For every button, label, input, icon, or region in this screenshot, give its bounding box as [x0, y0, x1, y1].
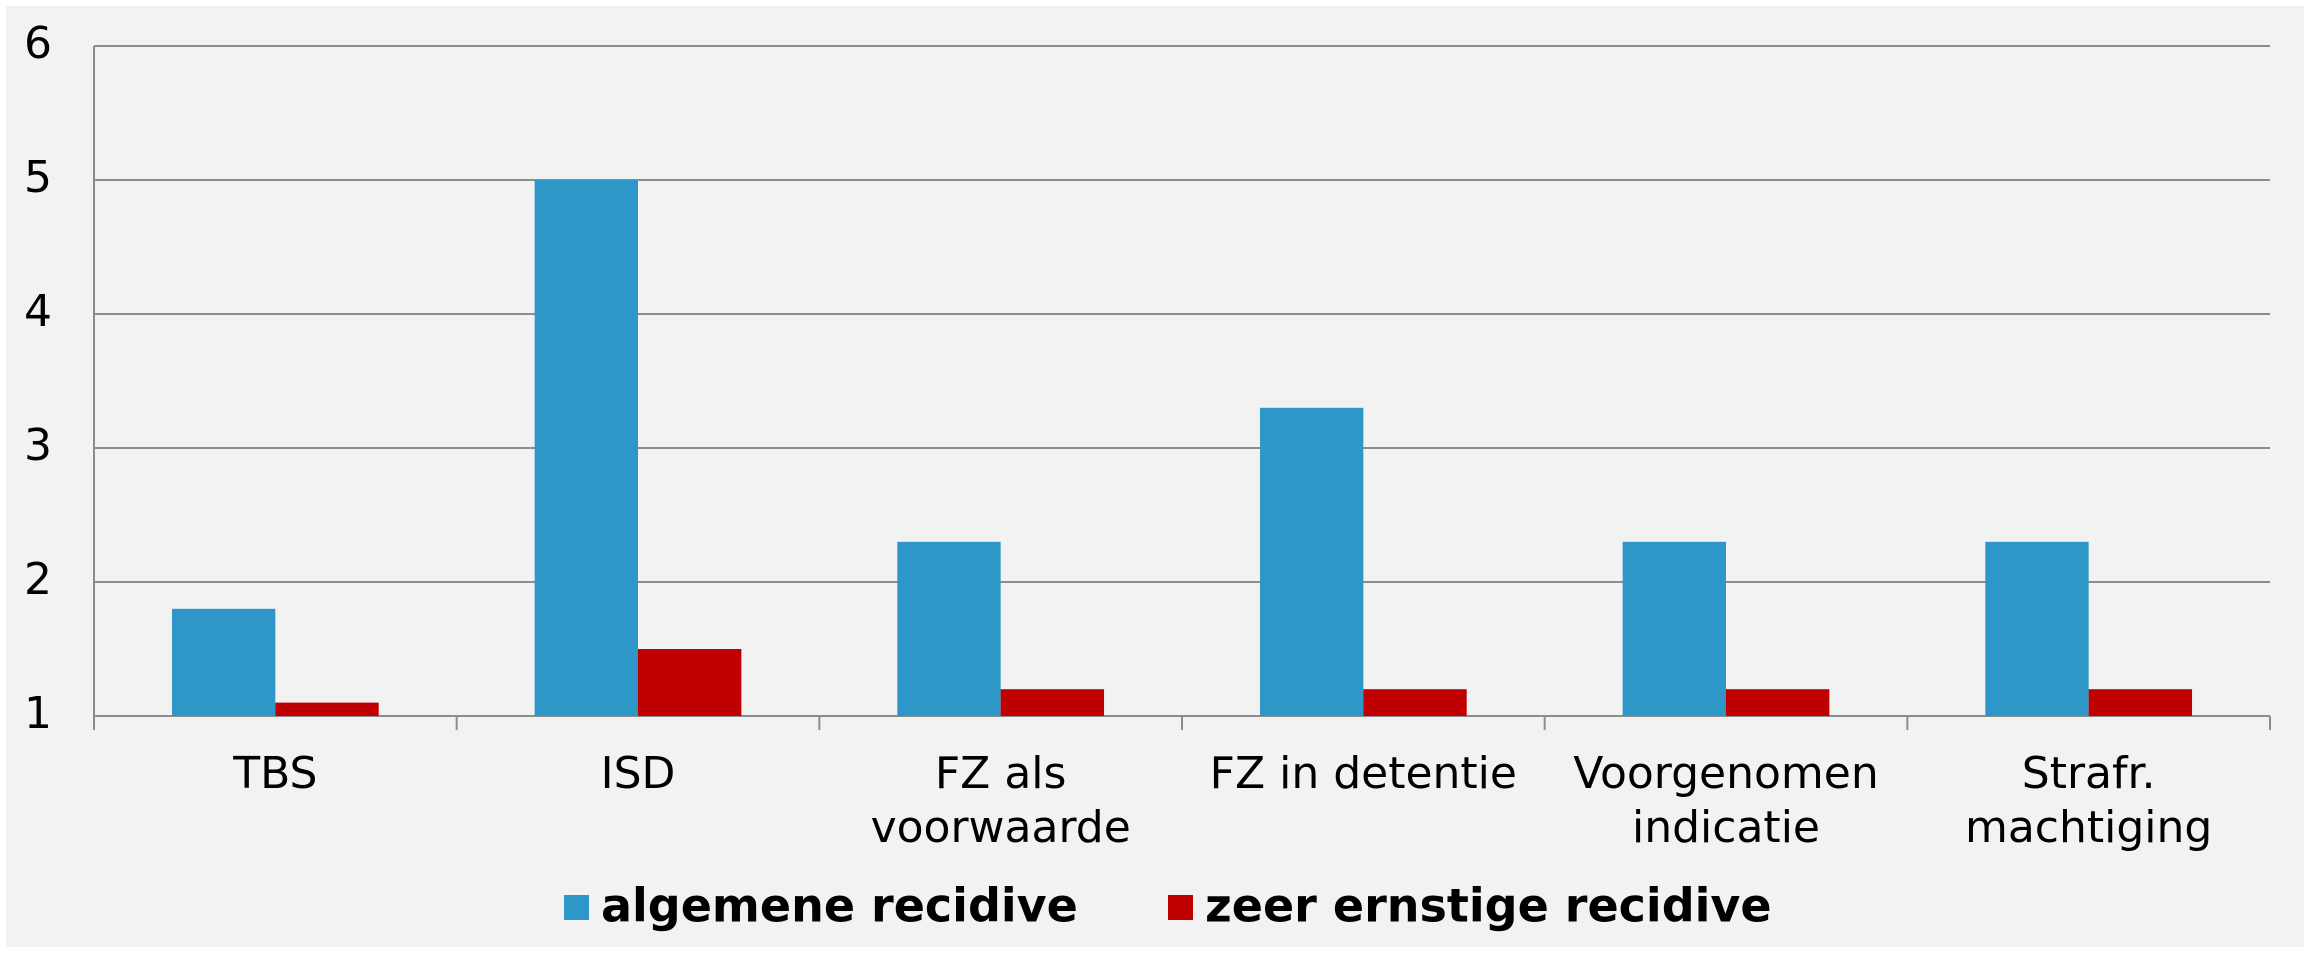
bar	[275, 702, 379, 716]
bar	[1259, 407, 1364, 716]
x-tick-label: ISD	[601, 748, 676, 799]
chart-background	[6, 6, 2304, 947]
legend-label: algemene recidive	[601, 879, 1078, 933]
y-tick-label: 4	[24, 286, 52, 337]
y-tick-label: 2	[24, 554, 52, 605]
x-tick-label: FZ als voorwaarde	[871, 748, 1131, 853]
bar	[1726, 689, 1830, 716]
bar	[2088, 689, 2193, 716]
x-tick-label: Voorgenomen indicatie	[1573, 748, 1878, 853]
y-tick-label: 6	[24, 18, 52, 69]
bar	[1985, 541, 2089, 716]
bar	[897, 541, 1001, 716]
bar	[638, 649, 742, 716]
legend-swatch	[1168, 895, 1193, 920]
bar	[534, 180, 638, 716]
bar	[1622, 541, 1726, 716]
bar	[1363, 689, 1467, 716]
y-tick-label: 1	[24, 688, 52, 739]
bar	[1000, 689, 1105, 716]
legend-label: zeer ernstige recidive	[1205, 879, 1772, 933]
x-tick-label: Strafr. machtiging	[1965, 748, 2212, 853]
y-tick-label: 5	[24, 152, 52, 203]
x-tick-label: TBS	[232, 748, 317, 799]
x-tick-label: FZ in detentie	[1210, 748, 1517, 799]
legend-swatch	[564, 895, 589, 920]
y-tick-label: 3	[24, 420, 52, 471]
bar	[171, 608, 276, 716]
